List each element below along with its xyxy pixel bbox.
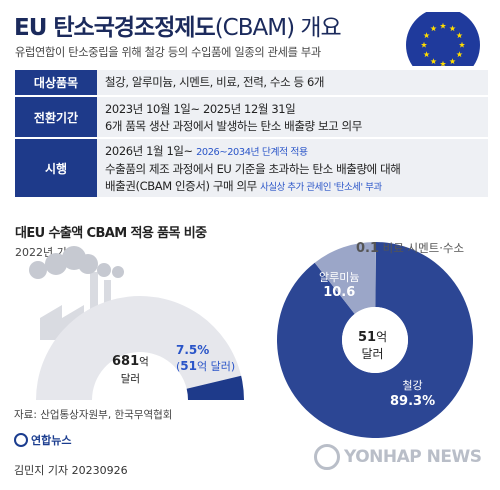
flag-star [423, 32, 430, 39]
watermark-text: YONHAP NEWS [344, 447, 482, 467]
donut-center-label: 51억 달러 [358, 329, 387, 363]
alu-value: 10.6 [323, 285, 356, 300]
watermark-icon [314, 444, 340, 470]
part-open: ( [176, 360, 181, 373]
donut-hole [342, 307, 408, 373]
steel-name: 철강 [402, 379, 423, 392]
flag-star [449, 58, 456, 65]
watermark: YONHAP NEWS [314, 444, 482, 470]
overview-table: 대상품목 철강, 알루미늄, 시멘트, 비료, 전력, 수소 등 6개 전환기간… [15, 70, 488, 199]
alu-name: 알루미늄 [319, 271, 360, 284]
donut-slice [277, 242, 474, 438]
total-currency: 달러 [120, 373, 141, 385]
factory-chimney [104, 280, 111, 310]
title-main: EU 탄소국경조정제도 [14, 15, 216, 41]
other-name: 비료·시멘트·수소 [379, 241, 465, 255]
half-donut-chart [32, 295, 248, 403]
yonhap-logo: 연합뉴스 [14, 432, 71, 448]
table-row: 전환기간 2023년 10월 1일~ 2025년 12월 31일 6개 품목 생… [15, 97, 488, 137]
row-head: 시행 [15, 139, 97, 197]
flag-stars [420, 22, 466, 66]
total-unit: 억 [139, 356, 149, 368]
table-row: 대상품목 철강, 알루미늄, 시멘트, 비료, 전력, 수소 등 6개 [15, 70, 488, 95]
row-line: 배출권(CBAM 인증서) 구매 의무 사실상 추가 관세인 '탄소세' 부과 [105, 178, 480, 196]
flag-circle [406, 12, 480, 66]
half-donut-slice [36, 295, 242, 400]
total-value: 681 [112, 354, 140, 369]
flag-star [430, 25, 437, 32]
row-line: 수출품의 제조 과정에서 EU 기준을 초과하는 탄소 배출량에 대해 [105, 162, 401, 176]
flag-star [439, 60, 447, 66]
row-head: 대상품목 [15, 70, 97, 95]
part-value: 51 [180, 359, 197, 373]
steel-value: 89.3% [390, 394, 436, 409]
factory-chimney [90, 272, 98, 312]
row-line: 6개 품목 생산 과정에서 발생하는 탄소 배출량 보고 의무 [105, 119, 362, 133]
page-title: EU 탄소국경조정제도(CBAM) 개요 [14, 8, 342, 42]
other-slice-label: 0.1 비료·시멘트·수소 [356, 240, 464, 256]
eu-flag-icon [406, 12, 480, 66]
row-line-main: 2026년 1월 1일~ [105, 144, 193, 158]
row-line-note: 사실상 추가 관세인 '탄소세' 부과 [260, 182, 382, 193]
logo-text: 연합뉴스 [31, 434, 72, 447]
total-export-label: 681억 달러 [112, 353, 149, 387]
yonhap-logo-icon [14, 433, 28, 447]
row-head: 전환기간 [15, 97, 97, 137]
source-note: 자료: 산업통상자원부, 한국무역협회 [14, 409, 173, 421]
flag-star [423, 51, 430, 58]
steel-slice-label: 철강 89.3% [390, 378, 435, 410]
other-value: 0.1 [356, 241, 380, 256]
donut-chart [277, 242, 474, 438]
title-sub: (CBAM) 개요 [214, 15, 342, 41]
part-percent: 7.5% [176, 343, 210, 357]
aluminum-slice-label: 알루미늄 10.6 [319, 270, 359, 300]
flag-star [420, 41, 428, 48]
cbam-share-label: 7.5% (51억 달러) [176, 342, 235, 375]
row-line: 2026년 1월 1일~ 2026~2034년 단계적 적용 [105, 143, 480, 161]
flag-star [430, 58, 437, 65]
half-donut-base [32, 400, 248, 403]
row-line-main: 배출권(CBAM 인증서) 구매 의무 [105, 179, 257, 193]
flag-star [439, 22, 447, 29]
page-subtitle: 유럽연합이 탄소중립을 위해 철강 등의 수입품에 일종의 관세를 부과 [15, 46, 321, 59]
section-title: 대EU 수출액 CBAM 적용 품목 비중 [15, 226, 207, 241]
half-donut-slice [186, 375, 244, 400]
flag-star [456, 51, 463, 58]
center-currency: 달러 [361, 347, 384, 361]
table-row: 시행 2026년 1월 1일~ 2026~2034년 단계적 적용 수출품의 제… [15, 139, 488, 197]
row-line-note: 2026~2034년 단계적 적용 [196, 147, 308, 158]
part-unit: 억 달러) [197, 360, 236, 373]
smoke [29, 246, 124, 279]
flag-star [456, 32, 463, 39]
row-body: 2026년 1월 1일~ 2026~2034년 단계적 적용 수출품의 제조 과… [97, 139, 488, 197]
donut-slice [314, 242, 376, 314]
row-body: 2023년 10월 1일~ 2025년 12월 31일 6개 품목 생산 과정에… [97, 97, 488, 137]
flag-star [458, 41, 466, 48]
flag-star [449, 25, 456, 32]
row-line: 2023년 10월 1일~ 2025년 12월 31일 [105, 102, 296, 116]
center-unit: 억 [376, 330, 388, 344]
byline: 김민지 기자 20230926 [14, 464, 128, 477]
row-line: 철강, 알루미늄, 시멘트, 비료, 전력, 수소 등 6개 [105, 75, 325, 89]
row-body: 철강, 알루미늄, 시멘트, 비료, 전력, 수소 등 6개 [97, 70, 488, 95]
center-value: 51 [358, 330, 377, 345]
